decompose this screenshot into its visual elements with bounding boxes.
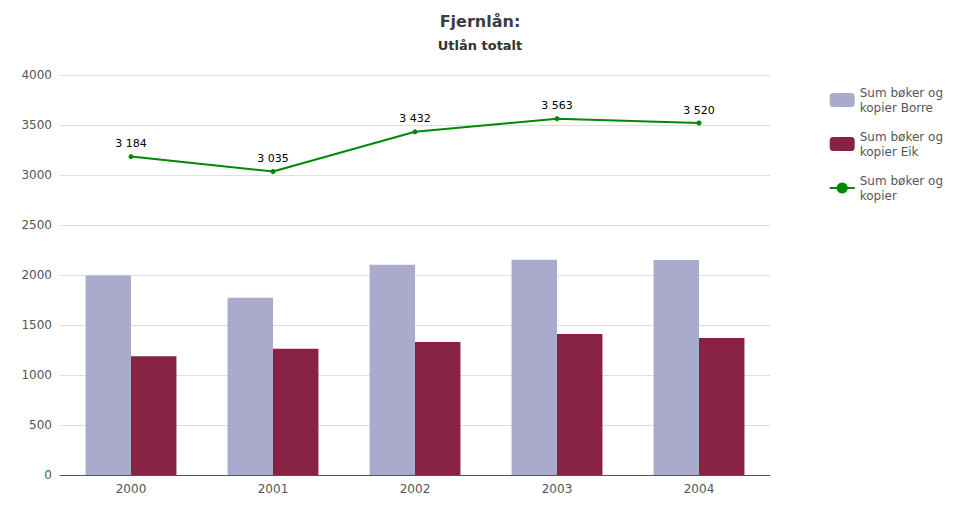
svg-text:Sum bøker og: Sum bøker og [860, 86, 943, 100]
svg-text:2001: 2001 [258, 482, 289, 496]
svg-text:2000: 2000 [116, 482, 147, 496]
svg-text:2000: 2000 [21, 268, 52, 282]
svg-text:3 563: 3 563 [541, 99, 573, 112]
svg-text:kopier Borre: kopier Borre [860, 101, 933, 115]
svg-text:2003: 2003 [542, 482, 573, 496]
svg-text:3500: 3500 [21, 118, 52, 132]
svg-text:3000: 3000 [21, 168, 52, 182]
svg-text:3 035: 3 035 [257, 152, 289, 165]
svg-text:3 520: 3 520 [683, 104, 715, 117]
svg-text:500: 500 [29, 418, 52, 432]
svg-text:kopier: kopier [860, 189, 897, 203]
svg-text:0: 0 [44, 468, 52, 482]
svg-text:2500: 2500 [21, 218, 52, 232]
svg-text:kopier Eik: kopier Eik [860, 145, 919, 159]
svg-text:2002: 2002 [400, 482, 431, 496]
svg-text:3 432: 3 432 [399, 112, 431, 125]
svg-text:3 184: 3 184 [115, 137, 147, 150]
svg-text:1000: 1000 [21, 368, 52, 382]
svg-text:4000: 4000 [21, 68, 52, 82]
svg-text:Fjernlån:: Fjernlån: [440, 12, 521, 31]
svg-text:1500: 1500 [21, 318, 52, 332]
svg-text:Utlån totalt: Utlån totalt [438, 38, 523, 53]
svg-text:Sum bøker og: Sum bøker og [860, 130, 943, 144]
svg-text:2004: 2004 [684, 482, 715, 496]
svg-text:Sum bøker og: Sum bøker og [860, 174, 943, 188]
